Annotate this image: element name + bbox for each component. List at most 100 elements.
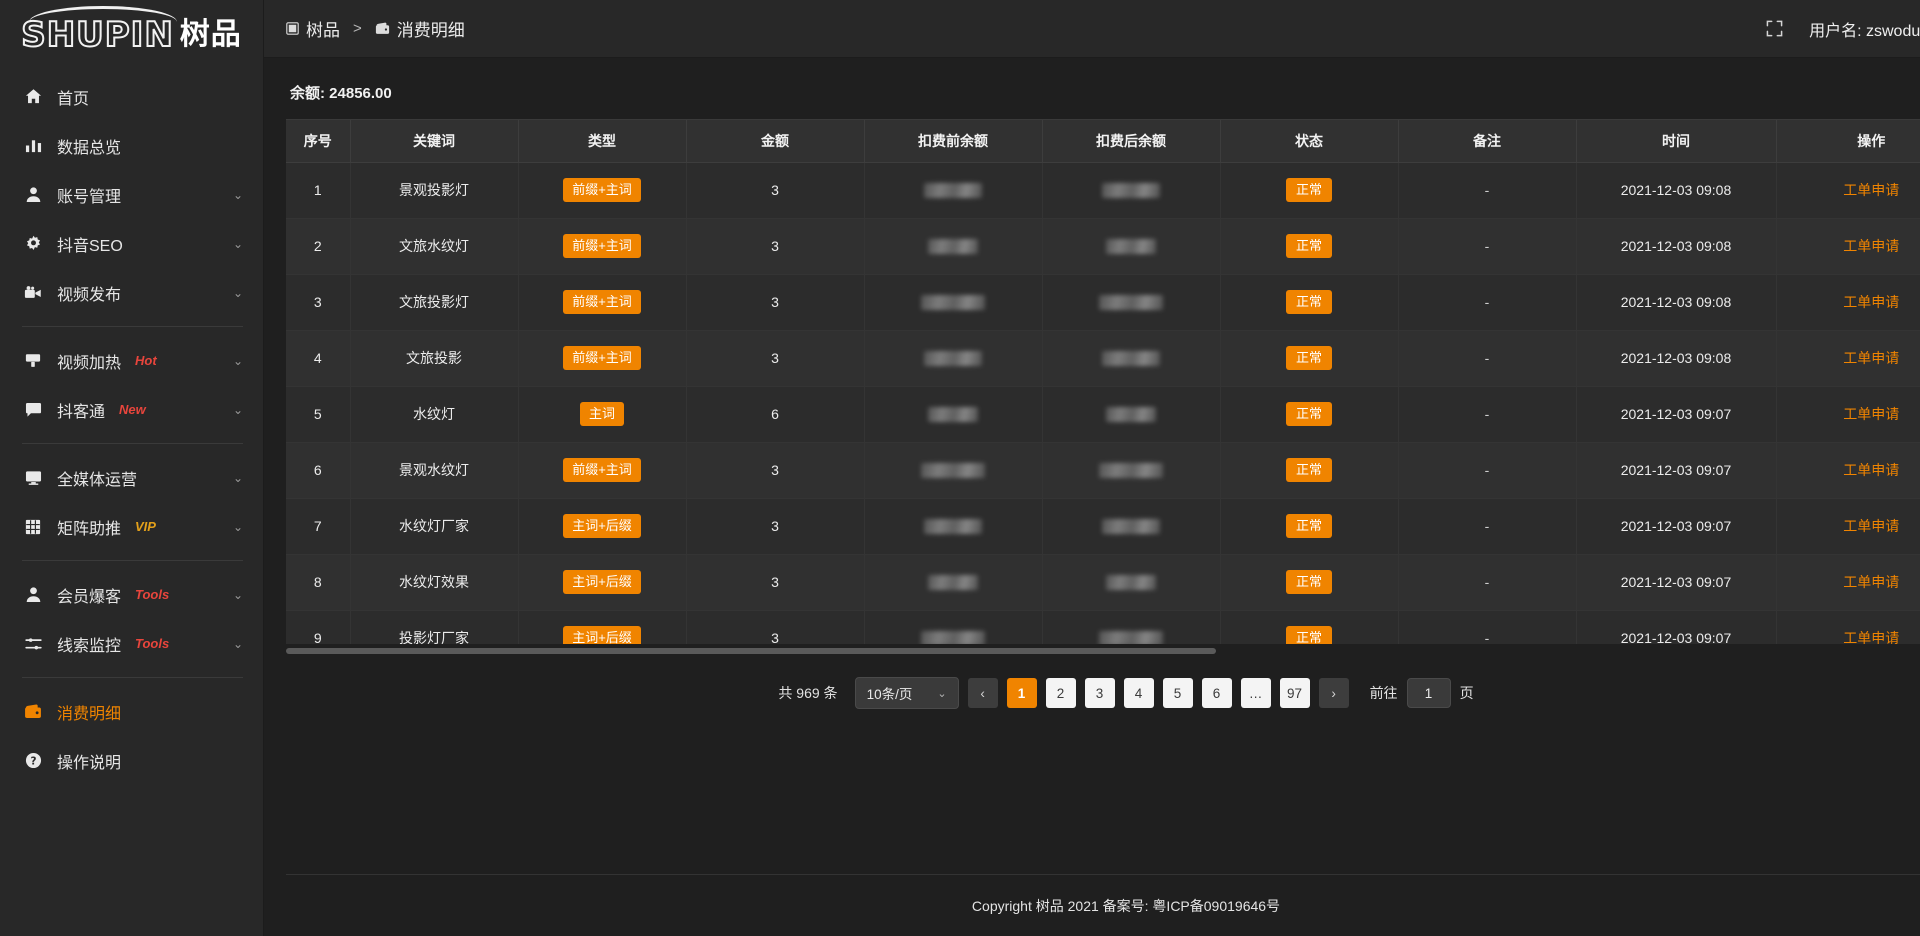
table-scroll-area[interactable]: 序号 关键词 类型 金额 扣费前余额 扣费后余额 状态 备注 时间 操作 1 景观投影灯 前缀+主词 3…: [286, 119, 1920, 644]
work-order-link[interactable]: 工单申请: [1843, 574, 1900, 590]
cell-amount: 3: [686, 218, 865, 275]
cell-index: 7: [286, 498, 351, 555]
pagination-page-97[interactable]: 97: [1279, 678, 1310, 708]
pagination-page-…[interactable]: …: [1240, 678, 1271, 708]
work-order-link[interactable]: 工单申请: [1843, 294, 1900, 310]
cell-action[interactable]: 工单申请: [1776, 386, 1920, 443]
fullscreen-icon[interactable]: [1766, 20, 1783, 37]
horizontal-scrollbar[interactable]: [286, 646, 1920, 655]
work-order-link[interactable]: 工单申请: [1843, 518, 1900, 534]
cell-action[interactable]: 工单申请: [1776, 610, 1920, 644]
sidebar-item-6[interactable]: 抖客通 New ⌄: [0, 385, 263, 434]
cell-type: 前缀+主词: [518, 162, 687, 219]
cell-status: 正常: [1220, 162, 1399, 219]
table-row[interactable]: 3 文旅投影灯 前缀+主词 3 正常 - 2021-12-03 09:08 工单申请: [286, 274, 1920, 331]
sidebar-item-4[interactable]: 视频发布 ⌄: [0, 268, 263, 317]
table-row[interactable]: 2 文旅水纹灯 前缀+主词 3 正常 - 2021-12-03 09:08 工单申请: [286, 218, 1920, 275]
work-order-link[interactable]: 工单申请: [1843, 350, 1900, 366]
user-menu[interactable]: 用户名: zswodun88 ⌄: [1809, 17, 1920, 41]
table-header-row: 序号 关键词 类型 金额 扣费前余额 扣费后余额 状态 备注 时间 操作: [286, 120, 1920, 163]
table-row[interactable]: 9 投影灯厂家 主词+后缀 3 正常 - 2021-12-03 09:07 工单申请: [286, 610, 1920, 644]
cell-amount-text: 3: [771, 294, 779, 310]
column-header-5: 扣费后余额: [1042, 120, 1221, 163]
sidebar-item-label: 操作说明: [57, 754, 122, 772]
work-order-link[interactable]: 工单申请: [1843, 182, 1900, 198]
sidebar-item-10[interactable]: 线索监控 Tools ⌄: [0, 619, 263, 668]
work-order-link[interactable]: 工单申请: [1843, 462, 1900, 478]
breadcrumb-item-current[interactable]: 消费明细: [375, 16, 465, 41]
pagination-page-5[interactable]: 5: [1162, 678, 1193, 708]
balance-summary: 余额: 24856.00: [286, 58, 1920, 119]
remark-value: -: [1484, 238, 1490, 254]
page-size-select[interactable]: 10条/页 ⌄: [854, 677, 959, 709]
sidebar-item-1[interactable]: 数据总览: [0, 121, 263, 170]
grid-icon: [22, 519, 44, 535]
sidebar-item-5[interactable]: 视频加热 Hot ⌄: [0, 336, 263, 385]
redacted-value: [1102, 183, 1160, 199]
redacted-value: [924, 183, 982, 199]
column-header-8: 时间: [1576, 120, 1777, 163]
sidebar-item-8[interactable]: 矩阵助推 VIP ⌄: [0, 502, 263, 551]
cell-balance-before: [864, 330, 1043, 387]
pagination-page-2[interactable]: 2: [1045, 678, 1076, 708]
cell-action[interactable]: 工单申请: [1776, 218, 1920, 275]
type-badge: 前缀+主词: [563, 233, 641, 259]
table-row[interactable]: 7 水纹灯厂家 主词+后缀 3 正常 - 2021-12-03 09:07 工单申请: [286, 498, 1920, 555]
logo-text-cn: 树品: [179, 18, 242, 51]
sidebar-item-0[interactable]: 首页: [0, 72, 263, 121]
cell-type: 主词+后缀: [518, 554, 687, 611]
sidebar-divider: [22, 443, 243, 444]
sidebar-item-label: 矩阵助推: [57, 520, 122, 538]
monitor-icon: [22, 470, 44, 486]
table-row[interactable]: 5 水纹灯 主词 6 正常 - 2021-12-03 09:07 工单申请: [286, 386, 1920, 443]
cell-action[interactable]: 工单申请: [1776, 498, 1920, 555]
table-row[interactable]: 8 水纹灯效果 主词+后缀 3 正常 - 2021-12-03 09:07 工单申请: [286, 554, 1920, 611]
cell-index: 9: [286, 610, 351, 644]
work-order-link[interactable]: 工单申请: [1843, 238, 1900, 254]
table-row[interactable]: 6 景观水纹灯 前缀+主词 3 正常 - 2021-12-03 09:07 工单申请: [286, 442, 1920, 499]
work-order-link[interactable]: 工单申请: [1843, 406, 1900, 422]
work-order-link[interactable]: 工单申请: [1843, 630, 1900, 644]
cell-keyword: 文旅投影: [350, 330, 519, 387]
sidebar-item-12[interactable]: ? 操作说明: [0, 736, 263, 785]
redacted-value: [1106, 575, 1156, 591]
pagination-prev-button[interactable]: ‹: [967, 678, 998, 708]
balance-value: 24856.00: [329, 85, 392, 102]
pagination-page-3[interactable]: 3: [1084, 678, 1115, 708]
cell-action[interactable]: 工单申请: [1776, 274, 1920, 331]
status-badge: 正常: [1285, 177, 1332, 203]
sidebar-item-2[interactable]: 账号管理 ⌄: [0, 170, 263, 219]
cell-action[interactable]: 工单申请: [1776, 330, 1920, 387]
redacted-value: [1099, 463, 1163, 479]
cell-amount: 3: [686, 442, 865, 499]
horizontal-scrollbar-thumb[interactable]: [286, 648, 1216, 654]
pagination-next-button[interactable]: ›: [1318, 678, 1349, 708]
sidebar-item-9[interactable]: 会员爆客 Tools ⌄: [0, 570, 263, 619]
cell-keyword: 景观水纹灯: [350, 442, 519, 499]
cell-remark: -: [1398, 610, 1577, 644]
cell-keyword-text: 水纹灯厂家: [399, 518, 469, 534]
goto-input[interactable]: [1406, 678, 1451, 708]
sidebar-item-7[interactable]: 全媒体运营 ⌄: [0, 453, 263, 502]
pagination-page-4[interactable]: 4: [1123, 678, 1154, 708]
cell-keyword-text: 文旅投影: [406, 350, 462, 366]
redacted-value: [928, 239, 978, 255]
table-row[interactable]: 1 景观投影灯 前缀+主词 3 正常 - 2021-12-03 09:08 工单申请: [286, 162, 1920, 219]
brand-logo[interactable]: SHUPIN 树品: [0, 0, 263, 58]
cell-amount: 3: [686, 274, 865, 331]
cell-action[interactable]: 工单申请: [1776, 162, 1920, 219]
pagination-page-6[interactable]: 6: [1201, 678, 1232, 708]
sidebar-item-11[interactable]: 消费明细: [0, 687, 263, 736]
sidebar-item-3[interactable]: 抖音SEO ⌄: [0, 219, 263, 268]
breadcrumb-item-root[interactable]: 树品: [286, 16, 340, 41]
cell-index-text: 8: [313, 574, 322, 590]
cell-action[interactable]: 工单申请: [1776, 442, 1920, 499]
cell-balance-after: [1042, 498, 1221, 555]
remark-value: -: [1484, 294, 1490, 310]
sidebar-item-label: 首页: [57, 90, 90, 108]
table-row[interactable]: 4 文旅投影 前缀+主词 3 正常 - 2021-12-03 09:08 工单申请: [286, 330, 1920, 387]
cell-keyword-text: 景观水纹灯: [399, 462, 469, 478]
pagination-page-1[interactable]: 1: [1006, 678, 1037, 708]
chevron-down-icon: ⌄: [232, 519, 243, 534]
cell-action[interactable]: 工单申请: [1776, 554, 1920, 611]
